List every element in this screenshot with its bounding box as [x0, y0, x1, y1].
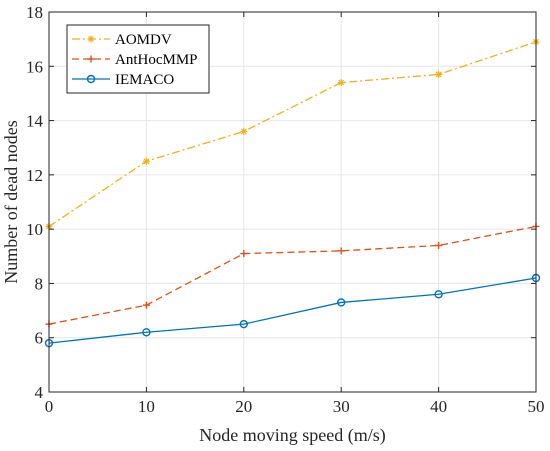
data-point-iemaco-shape: [142, 328, 151, 337]
legend-marker-aomdv: [87, 35, 95, 43]
data-point-iemaco: [239, 319, 249, 329]
y-tick-label: 8: [35, 274, 44, 293]
x-tick-label: 50: [528, 397, 545, 416]
data-point-aomdv: [240, 127, 248, 135]
series-line-iemaco: [48, 277, 537, 344]
data-point-aomdv-d2: [240, 128, 247, 135]
x-tick-label: 10: [138, 397, 155, 416]
data-point-anthocmmp: [142, 301, 150, 309]
data-point-iemaco: [434, 290, 443, 299]
data-point-aomdv: [142, 157, 150, 165]
data-point-aomdv: [337, 79, 345, 87]
legend-label-aomdv: AOMDV: [115, 32, 172, 48]
data-point-iemaco: [337, 298, 346, 307]
x-axis-label: Node moving speed (m/s): [199, 425, 385, 446]
data-point-aomdv-d2: [338, 79, 345, 86]
series-line-anthocmmp: [48, 225, 537, 325]
y-tick-label: 16: [26, 57, 43, 76]
data-point-anthocmmp: [337, 247, 345, 255]
ticks: 0 10 20 30 40 50 4 6 8 10 12 14 16 18: [26, 3, 545, 416]
series-line-aomdv: [48, 41, 537, 227]
x-tick-label: 40: [430, 397, 447, 416]
plot-frame: [48, 11, 537, 393]
data-point-aomdv-d2: [143, 158, 150, 165]
x-tick-label: 30: [333, 397, 350, 416]
legend-marker-aomdv-d2: [88, 36, 94, 42]
y-tick-label: 10: [26, 220, 43, 239]
y-tick-label: 6: [35, 329, 44, 348]
x-tick-label: 20: [235, 397, 252, 416]
data-point-aomdv: [435, 70, 443, 78]
legend-label-iemaco: IEMACO: [115, 72, 174, 88]
data-point-iemaco-shape: [239, 319, 249, 329]
legend-marker-anthocmmp: [87, 55, 95, 63]
x-tick-label: 0: [45, 397, 54, 416]
y-tick-label: 12: [26, 166, 43, 185]
data-point-anthocmmp: [240, 250, 248, 258]
y-tick-label: 18: [26, 3, 43, 22]
data-point-aomdv-d2: [435, 71, 442, 78]
data-point-iemaco: [142, 328, 151, 337]
legend-label-anthocmmp: AntHocMMP: [115, 52, 198, 68]
data-point-iemaco-shape: [337, 298, 346, 307]
legend-marker-iemaco-shape: [86, 74, 96, 84]
y-axis-label: Number of dead nodes: [1, 120, 21, 283]
data-point-iemaco-shape: [434, 290, 443, 299]
legend-marker-iemaco: [86, 74, 96, 84]
y-tick-label: 14: [26, 112, 44, 131]
data-point-anthocmmp: [435, 241, 443, 249]
y-tick-label: 4: [35, 383, 44, 402]
legend: AOMDV AntHocMMP IEMACO: [66, 24, 210, 94]
